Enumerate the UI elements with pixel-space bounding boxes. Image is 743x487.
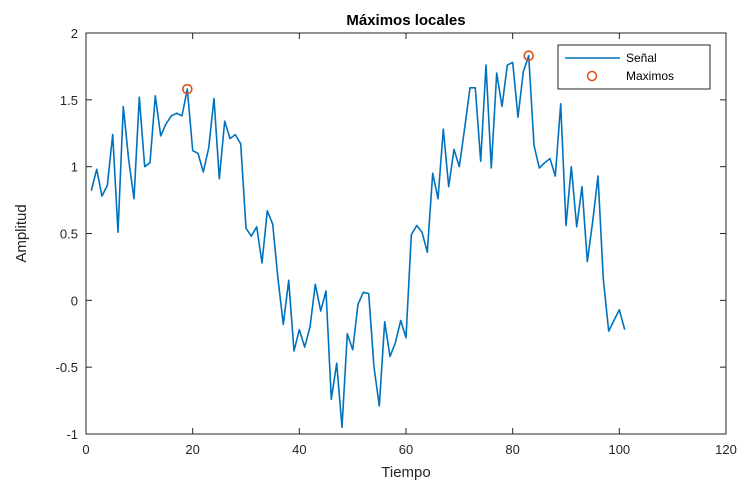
legend: Señal Maximos: [557, 44, 711, 90]
y-tick-label: 1.5: [60, 93, 78, 108]
x-tick-label: 0: [82, 442, 89, 457]
legend-marker-swatch: [586, 70, 598, 82]
x-tick-label: 20: [185, 442, 199, 457]
legend-entry-maxima: Maximos: [626, 69, 674, 83]
plot-frame: [85, 32, 727, 435]
legend-box: [557, 44, 711, 90]
legend-entry-signal: Señal: [626, 51, 657, 65]
x-tick-label: 80: [505, 442, 519, 457]
plot-area: [86, 33, 726, 434]
x-tick-label: 60: [399, 442, 413, 457]
y-tick-label: 2: [71, 26, 78, 41]
x-tick-label: 100: [608, 442, 630, 457]
chart-title: Máximos locales: [346, 12, 465, 29]
x-tick-label: 120: [715, 442, 737, 457]
y-tick-label: -1: [66, 427, 78, 442]
tick-labels: 0 20 40 60 80 100 120 -1 -0.5 0 0.5 1 1.5 2: [56, 26, 737, 457]
max-marker: [182, 83, 193, 95]
y-tick-label: 1: [71, 160, 78, 175]
max-marker: [523, 50, 534, 62]
x-axis-label: Tiempo: [381, 464, 430, 481]
y-tick-label: 0.5: [60, 227, 78, 242]
x-tick-label: 40: [292, 442, 306, 457]
y-tick-label: 0: [71, 293, 78, 308]
y-tick-label: -0.5: [56, 360, 78, 375]
y-axis-label: Amplitud: [13, 204, 30, 262]
series-line-signal: [90, 54, 626, 429]
series-layer: [90, 50, 626, 429]
